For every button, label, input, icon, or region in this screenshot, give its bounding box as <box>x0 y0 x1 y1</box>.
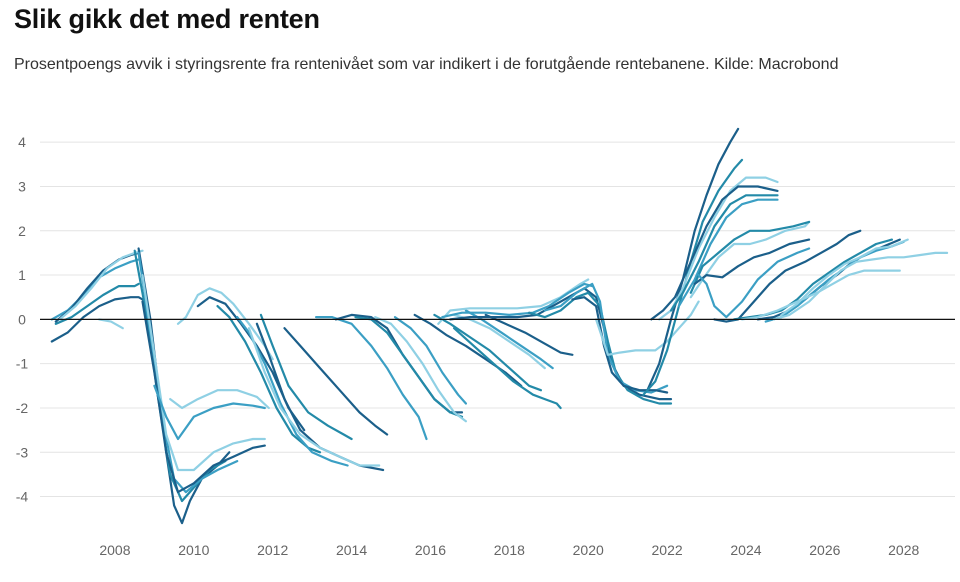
series-line-28 <box>433 313 542 392</box>
x-tick-label: 2018 <box>494 542 525 558</box>
series-line-46 <box>689 220 811 299</box>
y-tick-label: 3 <box>18 178 26 194</box>
y-tick: 0 <box>18 311 26 327</box>
y-tick-label: -3 <box>16 444 29 460</box>
chart-title: Slik gikk det med renten <box>14 4 320 34</box>
x-tick-label: 2008 <box>99 542 130 558</box>
y-tick-label: 4 <box>18 134 26 150</box>
series-line-26 <box>393 316 467 405</box>
x-tick-label: 2014 <box>336 542 367 558</box>
x-tick: 2020 <box>573 542 604 558</box>
x-tick-label: 2026 <box>809 542 840 558</box>
series-lines <box>50 127 949 525</box>
series-line-34 <box>441 282 594 319</box>
series-line-47 <box>689 220 811 294</box>
series-line-22 <box>315 316 428 441</box>
x-tick: 2022 <box>652 542 683 558</box>
y-tick: -2 <box>16 400 29 416</box>
x-tick: 2010 <box>178 542 209 558</box>
y-tick: -4 <box>16 489 29 505</box>
series-line-49 <box>697 247 811 319</box>
series-line-45 <box>677 198 779 308</box>
x-tick: 2024 <box>730 542 761 558</box>
x-tick-label: 2024 <box>730 542 761 558</box>
series-line-27 <box>413 313 523 387</box>
series-line-39 <box>595 300 700 356</box>
y-tick-label: 0 <box>18 311 26 327</box>
x-tick: 2026 <box>809 542 840 558</box>
x-tick-label: 2028 <box>888 542 919 558</box>
series-line-20 <box>259 313 353 441</box>
series-line-11 <box>141 274 266 472</box>
series-line-12 <box>153 384 266 441</box>
x-tick: 2014 <box>336 542 367 558</box>
x-tick: 2016 <box>415 542 446 558</box>
chart-subtitle: Prosentpoengs avvik i styringsrente fra … <box>14 56 839 73</box>
x-tick: 2008 <box>99 542 130 558</box>
x-tick-label: 2016 <box>415 542 446 558</box>
x-tick-label: 2010 <box>178 542 209 558</box>
y-tick: 3 <box>18 178 26 194</box>
series-line-25 <box>374 316 467 423</box>
y-tick: -1 <box>16 356 29 372</box>
x-tick-label: 2020 <box>573 542 604 558</box>
x-tick: 2028 <box>888 542 919 558</box>
y-tick-label: -4 <box>16 489 29 505</box>
series-line-48 <box>693 238 811 285</box>
y-tick-label: -1 <box>16 356 29 372</box>
series-line-31 <box>484 313 574 356</box>
x-tick: 2012 <box>257 542 288 558</box>
series-line-38 <box>571 296 669 394</box>
series-line-13 <box>169 389 270 410</box>
series-line-56 <box>740 269 901 321</box>
x-tick-label: 2012 <box>257 542 288 558</box>
series-line-29 <box>453 313 546 370</box>
series-line-19 <box>247 327 381 467</box>
series-line-32 <box>453 327 562 410</box>
series-line-43 <box>650 185 779 321</box>
series-line-3 <box>50 258 140 321</box>
series-line-1 <box>50 296 144 343</box>
y-tick: 4 <box>18 134 26 150</box>
series-line-55 <box>772 251 949 321</box>
series-line-44 <box>669 194 779 312</box>
y-tick-label: 1 <box>18 267 26 283</box>
grid-lines <box>40 141 955 498</box>
series-line-21 <box>283 327 389 436</box>
series-line-6 <box>98 318 124 330</box>
series-line-2 <box>54 282 140 325</box>
series-line-40 <box>646 127 740 392</box>
series-line-14 <box>176 287 274 361</box>
series-line-33 <box>437 278 590 325</box>
y-tick: 2 <box>18 223 26 239</box>
y-tick: -3 <box>16 444 29 460</box>
y-tick-label: -2 <box>16 400 29 416</box>
y-axis: -4 -3 -2 -1 0 1 2 3 4 <box>16 134 29 504</box>
y-tick: 1 <box>18 267 26 283</box>
x-tick-label: 2022 <box>652 542 683 558</box>
x-axis: 2008 2010 2012 2014 2016 2018 2020 2022 2024 2026… <box>99 542 919 558</box>
series-line-24 <box>354 316 464 418</box>
series-line-37 <box>543 282 669 394</box>
x-tick: 2018 <box>494 542 525 558</box>
y-tick-label: 2 <box>18 223 26 239</box>
